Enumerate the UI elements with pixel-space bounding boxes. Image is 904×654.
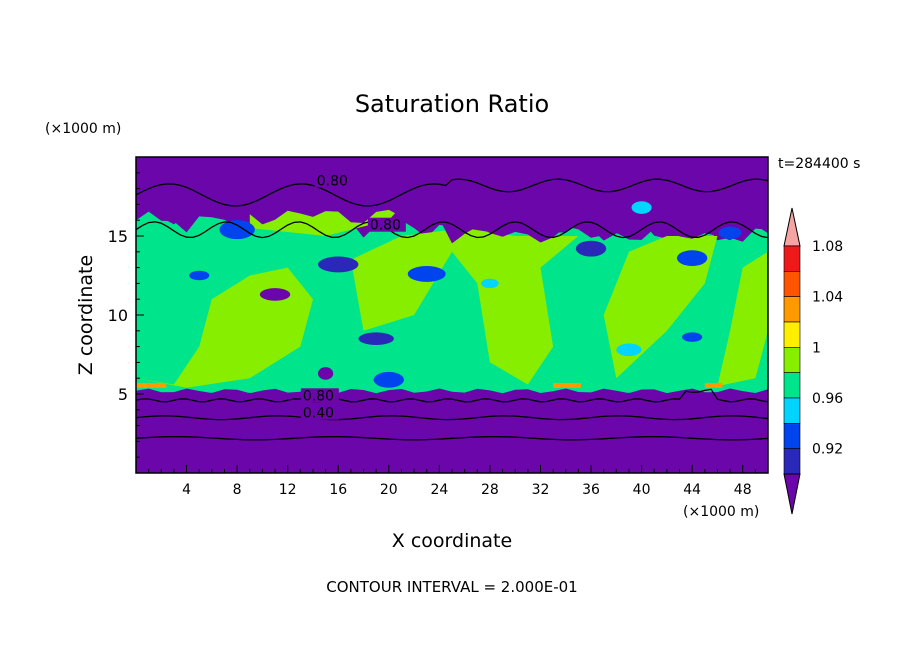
- speckle-patch: [358, 332, 394, 346]
- colorbar-box: [783, 372, 801, 399]
- upper-dry-region: [136, 157, 768, 244]
- lime-region: [717, 251, 768, 387]
- contour-line-0.20: [136, 436, 768, 441]
- speckle-patch: [481, 278, 499, 289]
- speckle-patch: [631, 201, 652, 214]
- colorbar-box: [783, 448, 801, 475]
- speckle-patch: [373, 371, 404, 388]
- contour-label: 0.40: [303, 406, 334, 422]
- contour-label: 0.80: [317, 173, 348, 189]
- z-unit-label: (×1000 m): [45, 121, 121, 137]
- speckle-patch: [575, 240, 607, 257]
- x-axis-ticks: 4 8 12 16 20 24 28 32 36 40 44 48: [135, 465, 769, 498]
- colorbar-box: [783, 296, 801, 323]
- colorbar-box: [783, 245, 801, 272]
- speckle-patch: [616, 343, 642, 357]
- x-tick-label: 12: [279, 482, 297, 498]
- speckle-patch: [676, 250, 708, 267]
- cloud-base-warm-layer: [553, 382, 581, 388]
- contour-line-0.80-lower: [136, 388, 768, 403]
- y-tick-label: 10: [108, 306, 128, 325]
- y-axis-label: Z coordinate: [75, 255, 97, 375]
- cloud-base-warm-layer: [704, 382, 723, 388]
- colorbar-box: [783, 321, 801, 348]
- x-tick-label: 40: [633, 482, 651, 498]
- speckle-patch: [318, 256, 359, 273]
- x-tick-label: 16: [329, 482, 347, 498]
- x-tick-label: 24: [430, 482, 448, 498]
- colorbar-box: [783, 271, 801, 297]
- contour-field: [136, 157, 768, 473]
- contour-line-0.80-upper: [136, 178, 768, 207]
- colorbar: 0.92 0.96 1 1.04 1.08: [783, 207, 843, 515]
- speckle-patch: [219, 220, 255, 240]
- contour-label-bg: [314, 173, 353, 188]
- speckle-patch: [259, 288, 291, 301]
- x-tick-label: 44: [683, 482, 701, 498]
- y-axis-ticks: 5 10 15: [108, 156, 144, 474]
- contour-label-bg: [367, 217, 406, 232]
- x-tick-label: 8: [233, 482, 242, 498]
- colorbar-top-arrow: [783, 207, 801, 247]
- contour-label: 0.80: [303, 388, 334, 404]
- colorbar-box: [783, 347, 801, 373]
- contour-label-bg: [300, 405, 339, 420]
- colorbar-box: [783, 397, 801, 424]
- contour-interval-footer: CONTOUR INTERVAL = 2.000E-01: [326, 578, 577, 596]
- x-tick-label: 20: [380, 482, 398, 498]
- speckle-patch: [189, 270, 210, 281]
- chart-title: Saturation Ratio: [355, 90, 549, 118]
- x-tick-label: 28: [481, 482, 499, 498]
- colorbar-label: 0.96: [812, 391, 843, 407]
- contour-line-labels: 0.80 0.80 0.80 0.40: [300, 173, 406, 422]
- colorbar-label: 0.92: [812, 442, 843, 458]
- y-tick-label: 15: [108, 227, 128, 246]
- speckle-patch: [718, 226, 742, 240]
- time-label: t=284400 s: [778, 156, 860, 172]
- contour-label-bg: [300, 388, 339, 403]
- x-tick-label: 4: [182, 482, 191, 498]
- speckle-patch: [407, 266, 446, 282]
- y-tick-label: 5: [118, 385, 128, 404]
- lime-region: [350, 228, 579, 385]
- x-tick-label: 32: [532, 482, 550, 498]
- contour-line-0.80-cloudtop: [136, 221, 768, 239]
- cloud-base-warm-layer: [136, 382, 167, 388]
- colorbar-label: 1.08: [812, 239, 843, 255]
- colorbar-bottom-arrow: [783, 473, 801, 515]
- x-axis-label: X coordinate: [392, 530, 512, 552]
- speckle-patch: [682, 332, 703, 342]
- x-unit-label: (×1000 m): [683, 504, 759, 520]
- x-tick-label: 36: [582, 482, 600, 498]
- colorbar-label: 1: [812, 340, 821, 356]
- lime-region: [603, 236, 718, 379]
- colorbar-label: 1.04: [812, 290, 843, 306]
- speckle-patch: [318, 367, 334, 380]
- lower-dry-region: [136, 392, 768, 473]
- contour-label: 0.80: [370, 218, 401, 234]
- x-tick-label: 48: [734, 482, 752, 498]
- contour-line-0.40: [136, 415, 768, 421]
- colorbar-box: [783, 423, 801, 449]
